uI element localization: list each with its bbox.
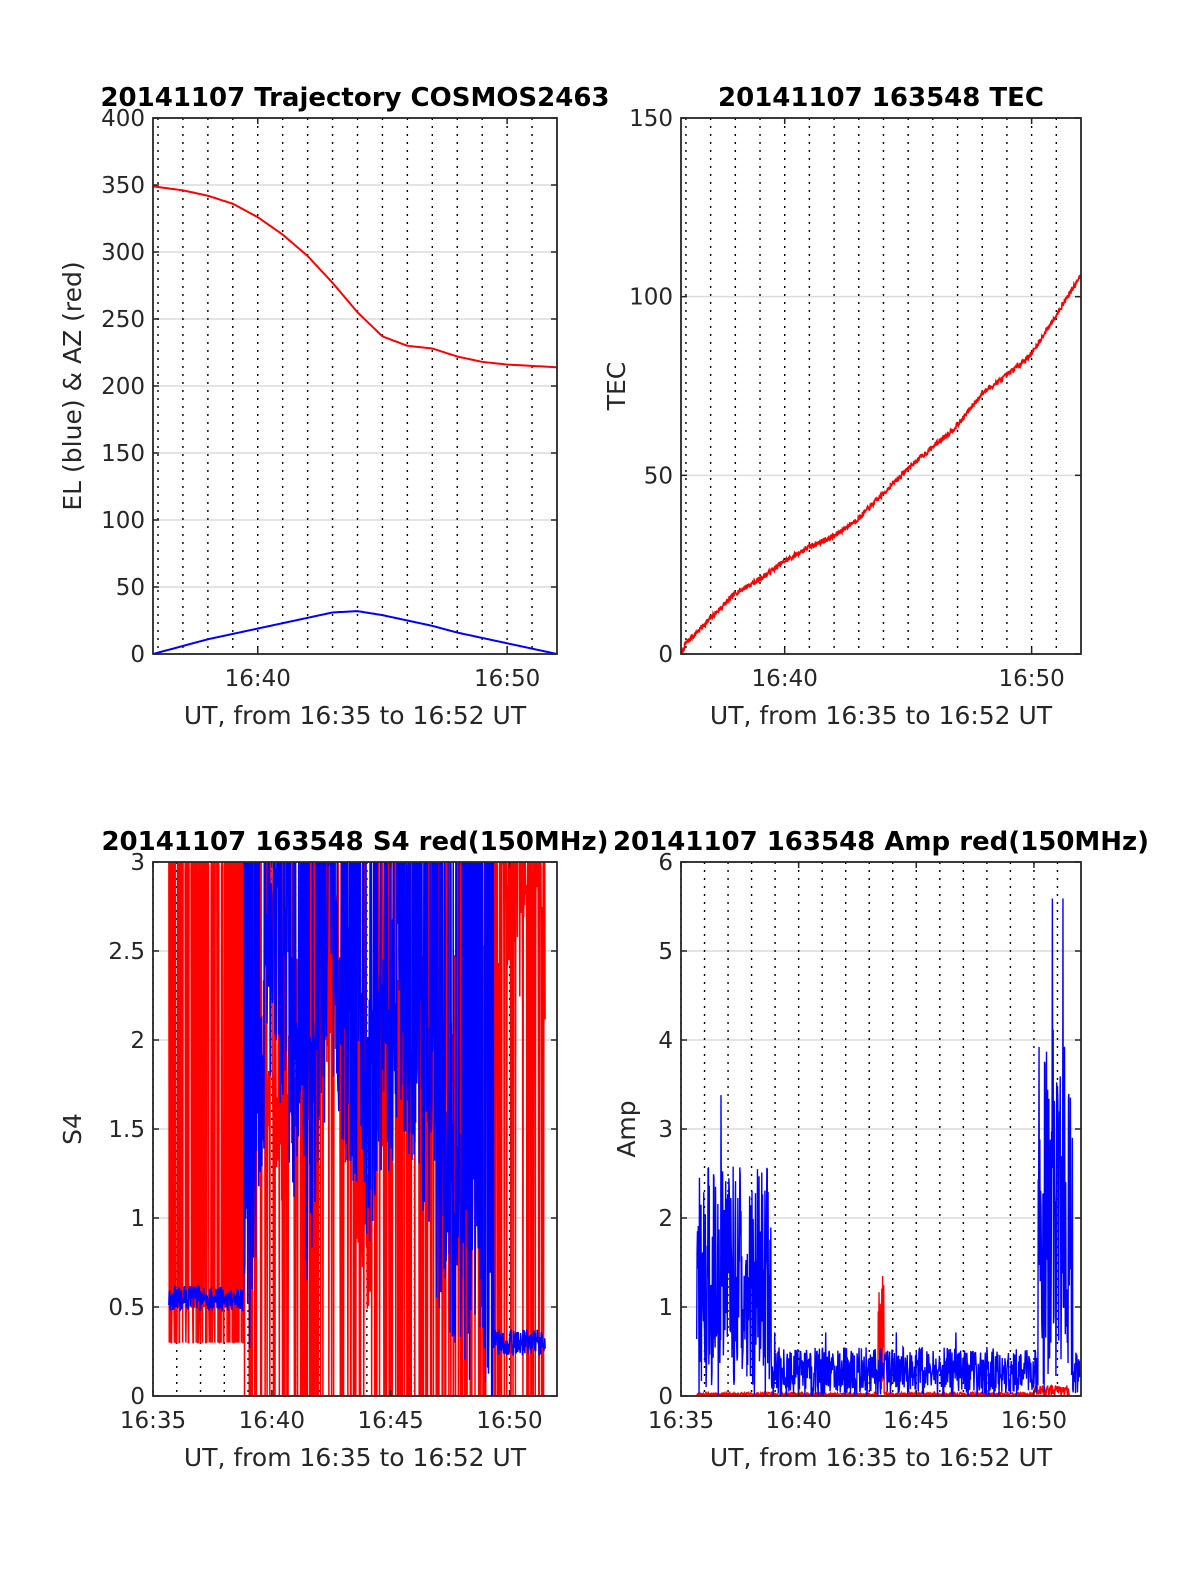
y-tick-label: 2.5 bbox=[108, 939, 145, 965]
x-axis-label: UT, from 16:35 to 16:52 UT bbox=[710, 701, 1053, 730]
y-tick-label: 1.5 bbox=[108, 1117, 145, 1143]
x-tick-label: 16:50 bbox=[474, 666, 540, 692]
y-tick-label: 2 bbox=[130, 1028, 145, 1054]
panel-4: 0 1 2 3 4 5 6 16:35 16:40 16:45 16:50 20141107 1635… bbox=[612, 827, 1149, 1472]
series-line bbox=[153, 610, 557, 654]
y-axis-label: TEC bbox=[602, 362, 631, 412]
x-axis-label: UT, from 16:35 to 16:52 UT bbox=[184, 701, 527, 730]
y-tick-label: 0 bbox=[658, 642, 673, 668]
y-tick-label: 50 bbox=[644, 463, 673, 489]
chart-title: 20141107 163548 TEC bbox=[718, 83, 1044, 113]
y-tick-label: 350 bbox=[101, 173, 145, 199]
y-tick-label: 300 bbox=[101, 240, 145, 266]
series-line bbox=[168, 862, 546, 1396]
y-tick-label: 6 bbox=[658, 850, 673, 876]
plot-area bbox=[153, 185, 557, 654]
series-line bbox=[153, 185, 557, 369]
y-tick-label: 150 bbox=[629, 106, 673, 132]
y-tick-label: 50 bbox=[116, 575, 145, 601]
y-axis-label: S4 bbox=[58, 1113, 87, 1145]
y-axis-label: EL (blue) & AZ (red) bbox=[58, 261, 87, 510]
y-tick-label: 150 bbox=[101, 441, 145, 467]
y-tick-label: 2 bbox=[658, 1206, 673, 1232]
y-tick-label: 0 bbox=[658, 1384, 673, 1410]
x-tick-label: 16:45 bbox=[357, 1408, 423, 1434]
x-tick-label: 16:40 bbox=[765, 1408, 831, 1434]
y-tick-label: 200 bbox=[101, 374, 145, 400]
x-tick-label: 16:40 bbox=[225, 666, 291, 692]
y-tick-label: 1 bbox=[130, 1206, 145, 1232]
plot-area bbox=[681, 274, 1081, 654]
chart-title: 20141107 163548 S4 red(150MHz) bbox=[101, 827, 608, 857]
axes-box bbox=[680, 117, 1082, 655]
series-line bbox=[681, 274, 1081, 654]
plot-area bbox=[168, 862, 546, 1396]
panel-3: 0 0.5 1 1.5 2 2.5 3 16:35 16:40 16:45 16:50 2014110… bbox=[58, 827, 609, 1472]
y-tick-label: 4 bbox=[658, 1028, 673, 1054]
y-tick-label: 1 bbox=[658, 1295, 673, 1321]
series-line bbox=[695, 898, 1081, 1396]
x-tick-label: 16:50 bbox=[1001, 1408, 1067, 1434]
x-tick-label: 16:40 bbox=[752, 666, 818, 692]
x-tick-label: 16:45 bbox=[883, 1408, 949, 1434]
y-tick-label: 3 bbox=[658, 1117, 673, 1143]
panel-2: 0 50 100 150 16:40 16:50 20141107 163548 TEC UT… bbox=[602, 83, 1082, 730]
y-tick-label: 0 bbox=[130, 1384, 145, 1410]
y-tick-label: 3 bbox=[130, 850, 145, 876]
x-axis-label: UT, from 16:35 to 16:52 UT bbox=[184, 1443, 527, 1472]
x-tick-label: 16:50 bbox=[998, 666, 1064, 692]
plot-area bbox=[695, 898, 1081, 1396]
chart-title: 20141107 163548 Amp red(150MHz) bbox=[613, 827, 1149, 857]
x-tick-label: 16:40 bbox=[239, 1408, 305, 1434]
chart-title: 20141107 Trajectory COSMOS2463 bbox=[100, 83, 609, 113]
y-tick-label: 250 bbox=[101, 307, 145, 333]
x-tick-label: 16:50 bbox=[476, 1408, 542, 1434]
panel-1: 0 50 100 150 200 250 300 350 400 16:40 16:50 201411… bbox=[58, 83, 610, 730]
y-tick-label: 100 bbox=[101, 508, 145, 534]
y-tick-label: 0 bbox=[130, 642, 145, 668]
x-axis-label: UT, from 16:35 to 16:52 UT bbox=[710, 1443, 1053, 1472]
x-tick-label: 16:35 bbox=[120, 1408, 186, 1434]
y-axis-label: Amp bbox=[612, 1100, 641, 1157]
y-tick-label: 400 bbox=[101, 106, 145, 132]
y-tick-label: 5 bbox=[658, 939, 673, 965]
y-tick-label: 100 bbox=[629, 285, 673, 311]
x-tick-label: 16:35 bbox=[648, 1408, 714, 1434]
y-tick-label: 0.5 bbox=[108, 1295, 145, 1321]
